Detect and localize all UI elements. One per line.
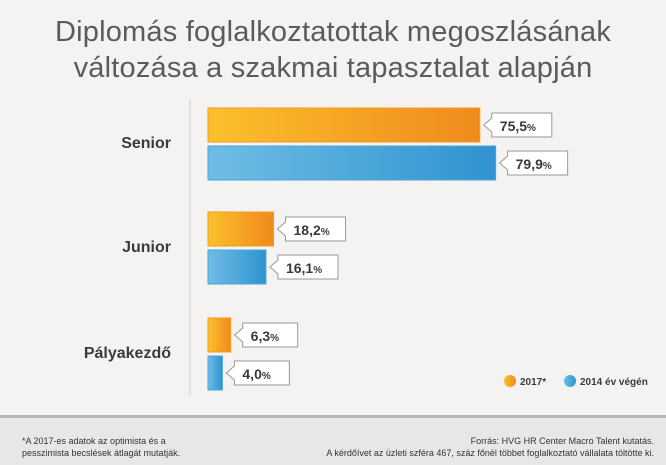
footnote-source-line-2: A kérdőívet az üzleti szféra 467, száz f… <box>326 448 654 458</box>
footnote-source-line-1: Forrás: HVG HR Center Macro Talent kutat… <box>470 436 654 446</box>
data-label: 18,2% <box>294 222 330 238</box>
data-label: 16,1% <box>286 260 322 276</box>
bar <box>207 211 275 247</box>
category-label: Senior <box>121 135 171 152</box>
data-label-callout <box>269 254 339 280</box>
data-label-unit: % <box>527 123 536 134</box>
data-label-unit: % <box>321 227 330 238</box>
chart-title-line-1: Diplomás foglalkoztatottak megoszlásának <box>54 16 612 48</box>
data-label-callout <box>483 112 553 138</box>
category-label: Junior <box>122 239 171 256</box>
chart-title: Diplomás foglalkoztatottak megoszlásának… <box>0 14 666 86</box>
bar <box>207 317 232 353</box>
category-label: Pályakezdő <box>84 345 171 362</box>
data-label: 79,9% <box>516 156 552 172</box>
legend-label: 2014 év végén <box>580 377 648 388</box>
bar-chart: Senior 75,5% 79,9% Junior 18,2% 16,1% Pályakez… <box>84 100 648 395</box>
legend-label: 2017* <box>520 377 546 388</box>
footnote-note: *A 2017-es adatok az optimista és a pess… <box>22 435 180 459</box>
footer: *A 2017-es adatok az optimista és a pess… <box>0 415 666 465</box>
data-label-callout <box>225 360 290 386</box>
footnote-source: Forrás: HVG HR Center Macro Talent kutat… <box>326 435 654 459</box>
legend-swatch <box>504 375 516 387</box>
bar <box>207 145 497 181</box>
bar <box>207 249 267 285</box>
footnote-note-line-2: pesszimista becslések átlagát mutatják. <box>22 448 181 458</box>
footnote-note-line-1: *A 2017-es adatok az optimista és a <box>22 436 166 446</box>
data-label-unit: % <box>270 333 279 344</box>
data-label-callout <box>276 216 347 242</box>
data-label-unit: % <box>543 161 552 172</box>
data-label-callout <box>233 322 299 348</box>
data-label-unit: % <box>313 265 322 276</box>
data-label-callout <box>498 150 569 176</box>
bar <box>207 355 223 391</box>
data-label: 75,5% <box>500 118 536 134</box>
bar <box>207 107 481 143</box>
data-label-unit: % <box>262 371 271 382</box>
legend-swatch <box>564 375 576 387</box>
chart-title-line-2: változása a szakmai tapasztalat alapján <box>73 52 593 84</box>
